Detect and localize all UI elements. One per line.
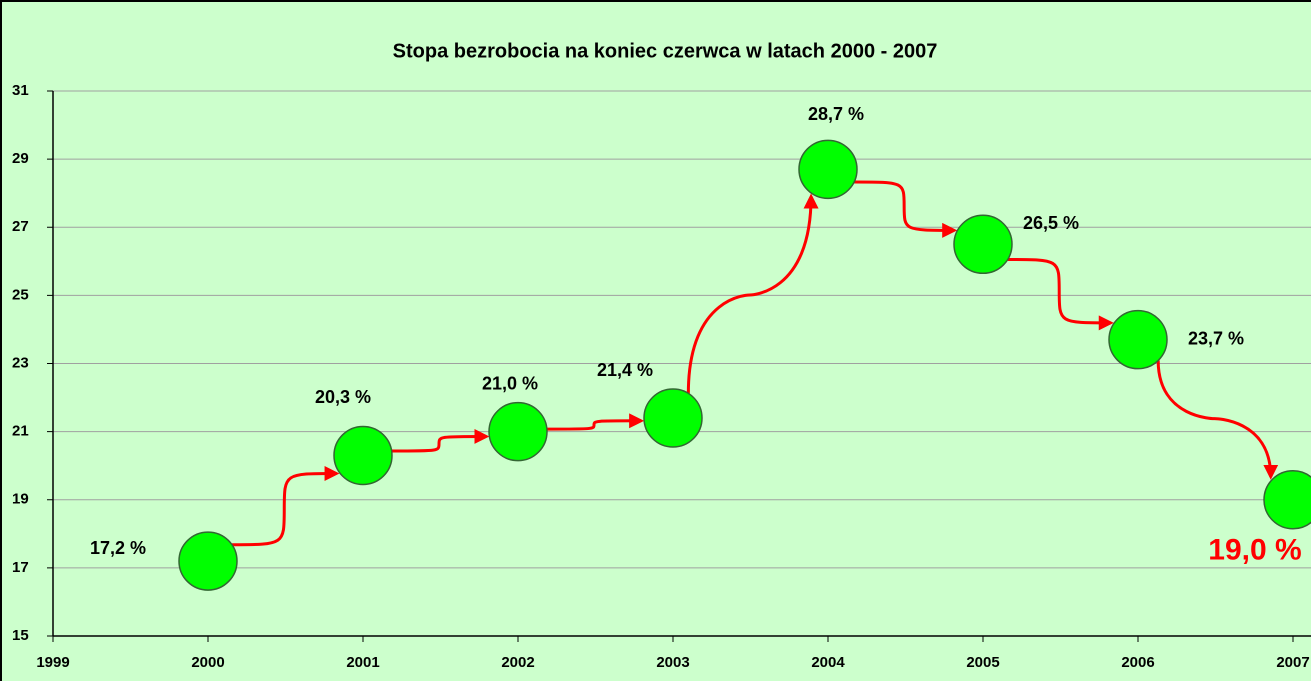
value-label: 26,5 % [1023, 213, 1079, 233]
x-tick-label: 2003 [656, 654, 689, 671]
value-label: 20,3 % [315, 387, 371, 407]
point [333, 425, 393, 486]
y-tick-label: 23 [12, 354, 29, 371]
arrow [854, 180, 958, 238]
x-tick-label: 2005 [966, 654, 999, 671]
point [1108, 309, 1168, 370]
value-label: 23,7 % [1188, 328, 1244, 348]
y-tick-label: 31 [12, 82, 29, 99]
arrow [1156, 360, 1279, 480]
value-label: 19,0 % [1208, 534, 1301, 567]
x-tick-label: 2006 [1121, 654, 1154, 671]
value-label: 17,2 % [90, 538, 146, 558]
point [798, 139, 858, 200]
x-tick-label: 2000 [191, 654, 224, 671]
x-tick-label: 2001 [346, 654, 379, 671]
y-tick-label: 17 [12, 559, 29, 576]
value-label: 21,0 % [482, 373, 538, 393]
x-tick-label: 2007 [1276, 654, 1309, 671]
point [1263, 470, 1311, 530]
chart-title: Stopa bezrobocia na koniec czerwca w lat… [393, 40, 938, 62]
arrow [391, 428, 490, 453]
value-label: 28,7 % [808, 104, 864, 124]
x-tick-label: 1999 [36, 654, 69, 671]
x-tick-label: 2004 [811, 654, 845, 671]
y-tick-label: 27 [12, 218, 29, 235]
arrow [686, 193, 819, 394]
arrow [231, 465, 340, 547]
y-tick-label: 25 [12, 286, 29, 303]
point [488, 401, 548, 462]
arrow [546, 413, 645, 431]
y-tick-label: 21 [12, 423, 29, 440]
point [178, 531, 238, 591]
y-tick-label: 29 [12, 150, 29, 167]
value-label: 21,4 % [597, 360, 653, 380]
arrow [1007, 257, 1114, 331]
y-tick-label: 15 [12, 627, 29, 644]
point [643, 388, 703, 448]
x-tick-label: 2002 [501, 654, 534, 671]
point [953, 214, 1013, 275]
y-tick-label: 19 [12, 491, 29, 508]
